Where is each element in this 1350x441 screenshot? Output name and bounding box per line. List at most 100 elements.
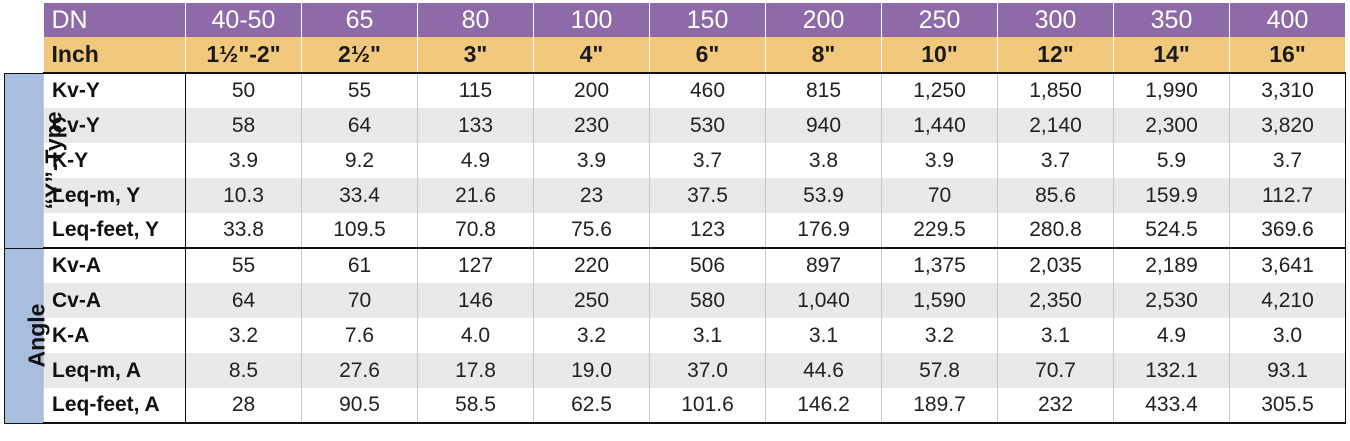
inch-header-cell: 16" bbox=[1229, 37, 1346, 74]
row-label: Cv-A bbox=[43, 283, 186, 318]
value-cell: 506 bbox=[649, 248, 766, 283]
value-cell: 176.9 bbox=[765, 213, 882, 249]
dn-header-cell: 250 bbox=[881, 3, 998, 37]
dn-header-cell: 100 bbox=[533, 3, 650, 37]
value-cell: 2,140 bbox=[997, 108, 1114, 143]
value-cell: 3,310 bbox=[1229, 73, 1346, 108]
value-cell: 3.7 bbox=[649, 143, 766, 178]
table-row: Leq-feet, Y 33.8 109.5 70.8 75.6 123 176.9 229.… bbox=[5, 213, 1346, 249]
value-cell: 1,850 bbox=[997, 73, 1114, 108]
value-cell: 524.5 bbox=[1113, 213, 1230, 249]
header-corner-blank bbox=[4, 37, 44, 73]
value-cell: 132.1 bbox=[1113, 353, 1230, 388]
row-label: Leq-feet, A bbox=[43, 388, 186, 424]
value-cell: 232 bbox=[997, 388, 1114, 424]
value-cell: 3.2 bbox=[881, 318, 998, 353]
value-cell: 3.2 bbox=[533, 318, 650, 353]
value-cell: 90.5 bbox=[301, 388, 418, 424]
value-cell: 62.5 bbox=[533, 388, 650, 424]
value-cell: 44.6 bbox=[765, 353, 882, 388]
value-cell: 2,035 bbox=[997, 248, 1114, 283]
value-cell: 2,300 bbox=[1113, 108, 1230, 143]
flow-coefficient-table: DN 40-50 65 80 100 150 200 250 300 350 400 Inch 1… bbox=[4, 3, 1346, 424]
inch-header-cell: 8" bbox=[765, 37, 882, 74]
inch-header-cell: 2½" bbox=[301, 37, 418, 74]
value-cell: 17.8 bbox=[417, 353, 534, 388]
table-row: Leq-feet, A 28 90.5 58.5 62.5 101.6 146.2 189.7… bbox=[5, 388, 1346, 424]
value-cell: 280.8 bbox=[997, 213, 1114, 249]
value-cell: 55 bbox=[301, 73, 418, 108]
value-cell: 897 bbox=[765, 248, 882, 283]
table-row: Angle Kv-A 55 61 127 220 506 897 1,375 2,035 2,189… bbox=[4, 247, 1346, 424]
dn-header-cell: 150 bbox=[649, 3, 766, 37]
inch-header-cell: 12" bbox=[997, 37, 1114, 74]
table-row: K-Y 3.9 9.2 4.9 3.9 3.7 3.8 3.9 3.7 5.9 3.7 bbox=[5, 143, 1346, 178]
value-cell: 3.8 bbox=[765, 143, 882, 178]
value-cell: 127 bbox=[417, 248, 534, 283]
table-row: Leq-m, Y 10.3 33.4 21.6 23 37.5 53.9 70 85.6 159.… bbox=[5, 178, 1346, 213]
dn-header-cell: 200 bbox=[765, 3, 882, 37]
value-cell: 3.9 bbox=[185, 143, 302, 178]
value-cell: 93.1 bbox=[1229, 353, 1346, 388]
value-cell: 123 bbox=[649, 213, 766, 249]
value-cell: 4.9 bbox=[417, 143, 534, 178]
value-cell: 146.2 bbox=[765, 388, 882, 424]
value-cell: 55 bbox=[185, 248, 302, 283]
table-body: “Y”-Type Kv-Y 50 55 115 200 460 815 1,250 1,850 1,… bbox=[4, 72, 1346, 424]
value-cell: 250 bbox=[533, 283, 650, 318]
value-cell: 53.9 bbox=[765, 178, 882, 213]
value-cell: 19.0 bbox=[533, 353, 650, 388]
value-cell: 3,820 bbox=[1229, 108, 1346, 143]
value-cell: 133 bbox=[417, 108, 534, 143]
value-cell: 4.0 bbox=[417, 318, 534, 353]
value-cell: 10.3 bbox=[185, 178, 302, 213]
value-cell: 115 bbox=[417, 73, 534, 108]
value-cell: 112.7 bbox=[1229, 178, 1346, 213]
dn-header-cell: 400 bbox=[1229, 3, 1346, 37]
row-label: Kv-A bbox=[43, 248, 186, 283]
value-cell: 3.2 bbox=[185, 318, 302, 353]
value-cell: 37.5 bbox=[649, 178, 766, 213]
row-label: Leq-m, A bbox=[43, 353, 186, 388]
value-cell: 305.5 bbox=[1229, 388, 1346, 424]
value-cell: 109.5 bbox=[301, 213, 418, 249]
value-cell: 3.1 bbox=[649, 318, 766, 353]
value-cell: 200 bbox=[533, 73, 650, 108]
value-cell: 28 bbox=[185, 388, 302, 424]
value-cell: 2,189 bbox=[1113, 248, 1230, 283]
group-label: “Y”-Type bbox=[40, 111, 67, 210]
value-cell: 530 bbox=[649, 108, 766, 143]
inch-header-cell: 3" bbox=[417, 37, 534, 74]
value-cell: 4,210 bbox=[1229, 283, 1346, 318]
dn-header-label: DN bbox=[43, 3, 186, 37]
value-cell: 57.8 bbox=[881, 353, 998, 388]
value-cell: 7.6 bbox=[301, 318, 418, 353]
value-cell: 64 bbox=[301, 108, 418, 143]
value-cell: 1,990 bbox=[1113, 73, 1230, 108]
table-row: Cv-A 64 70 146 250 580 1,040 1,590 2,350 2,530 4,2… bbox=[5, 283, 1346, 318]
value-cell: 369.6 bbox=[1229, 213, 1346, 249]
value-cell: 1,440 bbox=[881, 108, 998, 143]
value-cell: 580 bbox=[649, 283, 766, 318]
value-cell: 189.7 bbox=[881, 388, 998, 424]
inch-header-cell: 10" bbox=[881, 37, 998, 74]
value-cell: 3.7 bbox=[1229, 143, 1346, 178]
value-cell: 1,590 bbox=[881, 283, 998, 318]
value-cell: 433.4 bbox=[1113, 388, 1230, 424]
value-cell: 70.7 bbox=[997, 353, 1114, 388]
value-cell: 3.9 bbox=[881, 143, 998, 178]
value-cell: 220 bbox=[533, 248, 650, 283]
dn-header-cell: 300 bbox=[997, 3, 1114, 37]
group-label-cell: “Y”-Type bbox=[4, 72, 66, 249]
value-cell: 61 bbox=[301, 248, 418, 283]
value-cell: 3.0 bbox=[1229, 318, 1346, 353]
group-label-cell: Angle bbox=[4, 247, 49, 424]
inch-header-cell: 4" bbox=[533, 37, 650, 74]
value-cell: 27.6 bbox=[301, 353, 418, 388]
value-cell: 50 bbox=[185, 73, 302, 108]
dn-header-cell: 80 bbox=[417, 3, 534, 37]
value-cell: 37.0 bbox=[649, 353, 766, 388]
table-row: “Y”-Type Kv-Y 50 55 115 200 460 815 1,250 1,850 1,… bbox=[4, 72, 1346, 249]
row-label: Leq-feet, Y bbox=[43, 213, 186, 249]
value-cell: 146 bbox=[417, 283, 534, 318]
